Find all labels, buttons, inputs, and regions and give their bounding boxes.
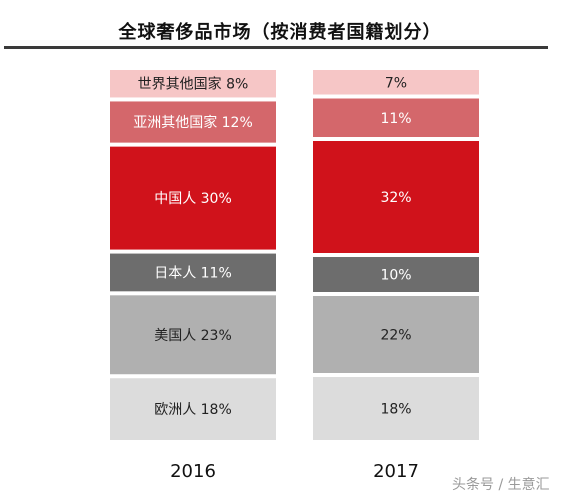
title-underline (4, 46, 548, 49)
bar-segment-2016-usa (110, 295, 276, 375)
bar-segment-2017-europe (313, 377, 479, 440)
data-label-2017-europe: 18% (380, 402, 411, 418)
data-label-2017-japan: 10% (380, 268, 411, 284)
data-label-2016-usa: 美国人 23% (154, 328, 232, 344)
bar-segment-2017-other_world (313, 70, 479, 95)
data-label-2016-china: 中国人 30% (154, 191, 232, 207)
watermark-text: 头条号 / 生意汇 (452, 477, 550, 493)
category-label-2017: 2017 (373, 461, 419, 482)
bar-segment-2016-europe (110, 378, 276, 440)
data-label-2017-other_asia: 11% (380, 111, 411, 127)
bar-segment-2016-other_world (110, 70, 276, 98)
data-label-2017-usa: 22% (380, 328, 411, 344)
data-label-2016-other_world: 世界其他国家 8% (138, 76, 249, 93)
data-label-2016-europe: 欧洲人 18% (154, 402, 232, 418)
bar-segment-2016-china (110, 146, 276, 250)
chart-title: 全球奢侈品市场（按消费者国籍划分） (118, 22, 442, 43)
data-label-2017-china: 32% (380, 190, 411, 206)
data-label-2017-other_world: 7% (385, 75, 407, 91)
chart-title-bar: 全球奢侈品市场（按消费者国籍划分） (0, 18, 580, 49)
bar-segment-2016-other_asia (110, 101, 276, 143)
data-label-2016-japan: 日本人 11% (154, 265, 232, 281)
data-label-2016-other_asia: 亚洲其他国家 12% (133, 114, 253, 131)
bar-segment-2017-japan (313, 257, 479, 292)
bar-segment-2017-other_asia (313, 98, 479, 137)
bar-segment-2017-china (313, 141, 479, 253)
bar-segment-2016-japan (110, 253, 276, 292)
category-label-2016: 2016 (170, 461, 216, 482)
bar-segment-2017-usa (313, 296, 479, 373)
